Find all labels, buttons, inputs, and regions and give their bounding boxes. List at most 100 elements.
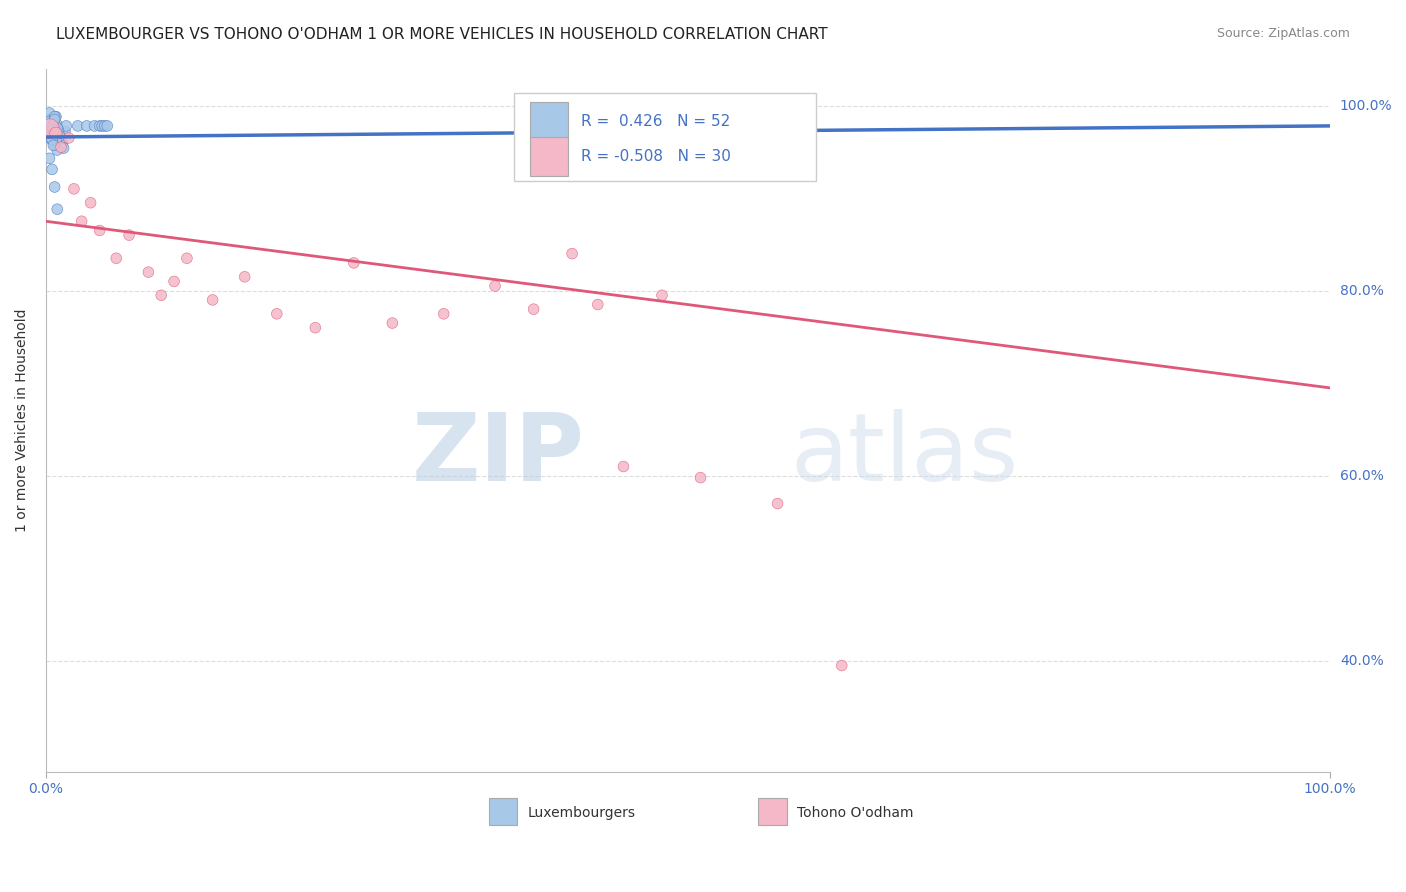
Point bbox=[79, 195, 101, 210]
Point bbox=[42, 119, 65, 133]
Point bbox=[41, 120, 63, 134]
Text: Tohono O'odham: Tohono O'odham bbox=[797, 805, 914, 820]
Bar bbox=[758, 798, 786, 825]
Point bbox=[46, 202, 69, 217]
Point bbox=[93, 119, 115, 133]
Point bbox=[42, 122, 65, 136]
Point bbox=[44, 110, 66, 124]
Point bbox=[38, 106, 60, 120]
Point bbox=[304, 320, 326, 334]
Point bbox=[523, 302, 546, 317]
Point bbox=[381, 316, 404, 330]
Point bbox=[45, 125, 67, 139]
Point bbox=[96, 119, 118, 133]
Text: 40.0%: 40.0% bbox=[1340, 654, 1384, 668]
Point bbox=[41, 128, 63, 143]
Point bbox=[38, 121, 60, 136]
Point bbox=[138, 265, 160, 279]
Bar bbox=[489, 798, 517, 825]
Point bbox=[52, 141, 75, 155]
Point bbox=[105, 252, 128, 266]
Point bbox=[612, 459, 634, 474]
Point bbox=[49, 127, 72, 141]
Point bbox=[266, 307, 288, 321]
Text: 60.0%: 60.0% bbox=[1340, 469, 1384, 483]
Point bbox=[38, 114, 60, 128]
Point bbox=[118, 228, 141, 243]
Point bbox=[201, 293, 224, 307]
Point bbox=[44, 137, 66, 152]
Point bbox=[561, 246, 583, 260]
Y-axis label: 1 or more Vehicles in Household: 1 or more Vehicles in Household bbox=[15, 309, 30, 532]
Point bbox=[48, 123, 70, 137]
Point bbox=[44, 121, 66, 136]
Point bbox=[42, 138, 65, 153]
Point bbox=[39, 116, 62, 130]
Point bbox=[586, 297, 609, 311]
Point bbox=[45, 134, 67, 148]
Point bbox=[41, 125, 63, 139]
Point bbox=[48, 122, 70, 136]
Point bbox=[38, 151, 60, 165]
Point bbox=[39, 128, 62, 143]
Text: atlas: atlas bbox=[790, 409, 1018, 501]
Point bbox=[63, 182, 86, 196]
Point bbox=[53, 124, 76, 138]
Text: R =  0.426   N = 52: R = 0.426 N = 52 bbox=[581, 114, 730, 128]
Point bbox=[433, 307, 456, 321]
Point bbox=[39, 130, 62, 145]
Point bbox=[76, 119, 98, 133]
Bar bbox=[530, 137, 568, 176]
Point bbox=[831, 658, 853, 673]
Point bbox=[176, 252, 198, 266]
Point bbox=[70, 214, 93, 228]
Point bbox=[49, 132, 72, 146]
Text: 80.0%: 80.0% bbox=[1340, 284, 1384, 298]
Point bbox=[343, 256, 366, 270]
Point bbox=[89, 119, 111, 133]
Point bbox=[766, 497, 789, 511]
Point bbox=[58, 131, 80, 145]
Point bbox=[44, 115, 66, 129]
Point bbox=[163, 274, 186, 288]
Text: ZIP: ZIP bbox=[412, 409, 585, 501]
Text: R = -0.508   N = 30: R = -0.508 N = 30 bbox=[581, 149, 731, 164]
Text: 100.0%: 100.0% bbox=[1340, 98, 1392, 112]
Point bbox=[49, 140, 72, 154]
Point bbox=[42, 127, 65, 141]
Point bbox=[41, 124, 63, 138]
Point bbox=[45, 126, 67, 140]
Point bbox=[46, 118, 69, 132]
Text: Source: ZipAtlas.com: Source: ZipAtlas.com bbox=[1216, 27, 1350, 40]
Point bbox=[49, 129, 72, 144]
Point bbox=[233, 269, 256, 284]
Point bbox=[51, 136, 73, 151]
Point bbox=[41, 133, 63, 147]
Point bbox=[689, 470, 711, 484]
Point bbox=[42, 131, 65, 145]
Point bbox=[46, 120, 69, 135]
Point bbox=[38, 119, 60, 133]
FancyBboxPatch shape bbox=[515, 93, 815, 181]
Bar bbox=[530, 102, 568, 141]
Point bbox=[45, 110, 67, 124]
Point bbox=[55, 119, 77, 133]
Point bbox=[89, 223, 111, 237]
Point bbox=[651, 288, 673, 302]
Point bbox=[39, 124, 62, 138]
Point bbox=[83, 119, 105, 133]
Point bbox=[38, 121, 60, 136]
Point bbox=[37, 112, 59, 127]
Point bbox=[44, 180, 66, 194]
Point bbox=[44, 112, 66, 127]
Point bbox=[484, 279, 506, 293]
Point bbox=[66, 119, 89, 133]
Point bbox=[91, 119, 114, 133]
Point bbox=[39, 132, 62, 146]
Point bbox=[150, 288, 173, 302]
Text: LUXEMBOURGER VS TOHONO O'ODHAM 1 OR MORE VEHICLES IN HOUSEHOLD CORRELATION CHART: LUXEMBOURGER VS TOHONO O'ODHAM 1 OR MORE… bbox=[56, 27, 828, 42]
Point bbox=[41, 162, 63, 177]
Point bbox=[46, 143, 69, 157]
Text: Luxembourgers: Luxembourgers bbox=[527, 805, 636, 820]
Point bbox=[45, 135, 67, 149]
